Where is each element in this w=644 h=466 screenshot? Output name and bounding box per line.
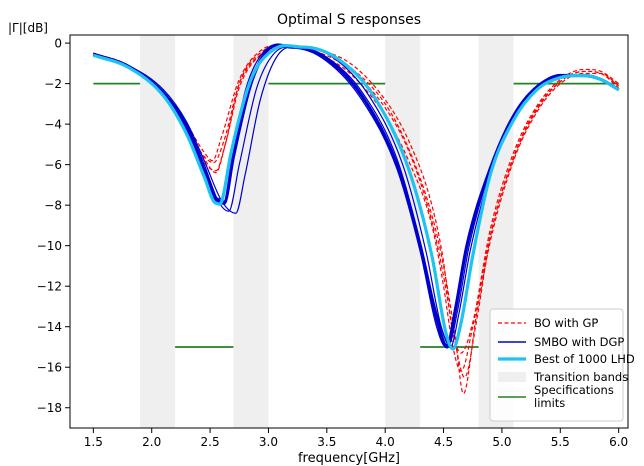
x-tick-label: 5.5 xyxy=(551,435,570,449)
series-line xyxy=(92,44,620,351)
legend-label: Transition bands xyxy=(533,370,628,384)
transition-band xyxy=(233,35,269,428)
transition-bands xyxy=(140,35,514,428)
y-tick-label: −4 xyxy=(44,118,62,132)
legend-label: Best of 1000 LHD xyxy=(534,352,635,366)
y-tick-label: −2 xyxy=(44,77,62,91)
y-tick-label: −14 xyxy=(37,320,62,334)
legend-label: limits xyxy=(534,396,565,410)
x-tick-label: 3.0 xyxy=(259,435,278,449)
x-axis-label: frequency[GHz] xyxy=(298,451,400,466)
transition-band xyxy=(140,35,176,428)
transition-band xyxy=(385,35,421,428)
legend-label: SMBO with DGP xyxy=(534,335,624,349)
x-tick-label: 4.0 xyxy=(376,435,395,449)
series-line xyxy=(93,46,620,372)
chart-legend: BO with GP SMBO with DGP Best of 1000 LHD T… xyxy=(489,308,635,422)
series-line xyxy=(93,44,620,378)
legend-label: Specifications xyxy=(534,383,614,397)
y-axis-ticks: 0 −2 −4 −6 −8 −10 −12 −14 −16 −18 xyxy=(37,37,70,415)
x-tick-label: 6.0 xyxy=(609,435,628,449)
plot-frame xyxy=(69,34,629,429)
legend-swatch xyxy=(498,372,526,382)
y-tick-label: −8 xyxy=(44,199,62,213)
chart-title: Optimal S responses xyxy=(277,12,421,28)
x-axis-ticks: 1.5 2.0 2.5 3.0 3.5 4.0 4.5 5.0 5.5 6.0 xyxy=(84,428,628,449)
series-line xyxy=(93,46,620,354)
y-tick-label: 0 xyxy=(54,37,62,51)
y-axis-label: |Γ|[dB] xyxy=(8,21,48,35)
series-lines xyxy=(92,43,620,395)
x-tick-label: 3.5 xyxy=(317,435,336,449)
x-tick-label: 1.5 xyxy=(84,435,103,449)
x-tick-label: 4.5 xyxy=(434,435,453,449)
y-tick-label: −18 xyxy=(37,401,62,415)
legend-label: BO with GP xyxy=(534,316,598,330)
y-tick-label: −12 xyxy=(37,280,62,294)
x-tick-label: 5.0 xyxy=(492,435,511,449)
y-tick-label: −6 xyxy=(44,158,62,172)
y-tick-label: −10 xyxy=(37,239,62,253)
series-line xyxy=(92,43,620,349)
x-tick-label: 2.5 xyxy=(201,435,220,449)
x-tick-label: 2.0 xyxy=(142,435,161,449)
legend-box xyxy=(489,308,624,422)
y-tick-label: −16 xyxy=(37,361,62,375)
